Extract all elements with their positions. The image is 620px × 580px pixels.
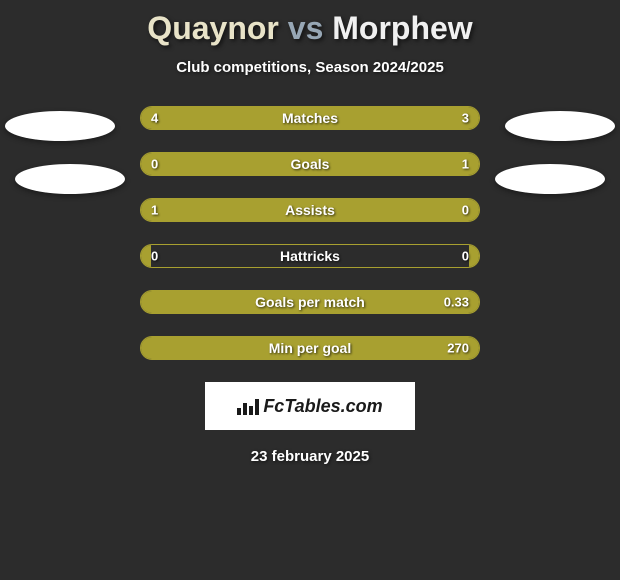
bar-fill-right [209,153,479,175]
bar-fill-left [141,245,151,267]
player2-badge-placeholder-2 [495,164,605,194]
bar-fill-right [334,107,479,129]
player2-badge-placeholder [505,111,615,141]
comparison-title: Quaynor vs Morphew [0,0,620,47]
bar-fill-left [141,199,411,221]
stat-label: Min per goal [269,340,351,356]
stat-value-left: 0 [151,249,158,264]
stat-value-right: 0 [462,249,469,264]
subtitle: Club competitions, Season 2024/2025 [0,59,620,76]
stat-row: Goals 0 1 [140,152,480,176]
bar-fill-right [469,245,479,267]
stat-value-left: 0 [151,157,158,172]
stat-row: Assists 1 0 [140,198,480,222]
player1-badge-placeholder [5,111,115,141]
player2-name: Morphew [332,10,472,46]
comparison-area: Matches43Goals01Assists10Hattricks00Goal… [0,106,620,360]
stat-value-right: 1 [462,157,469,172]
stat-row: Hattricks 0 0 [140,244,480,268]
vs-text: vs [288,10,324,46]
stat-label: Hattricks [280,248,340,264]
stat-value-right: 0.33 [444,295,469,310]
stat-label: Matches [282,110,338,126]
stat-bars: Matches43Goals01Assists10Hattricks00Goal… [140,106,480,360]
stat-label: Goals per match [255,294,365,310]
stat-row: Matches 4 3 [140,106,480,130]
date-footer: 23 february 2025 [0,448,620,465]
stat-value-right: 0 [462,203,469,218]
branding-text: FcTables.com [263,396,382,417]
player1-name: Quaynor [147,10,279,46]
stat-value-left: 4 [151,111,158,126]
stat-row: Min per goal 270 [140,336,480,360]
chart-icon [237,397,259,415]
bar-fill-left [141,291,259,313]
player1-badge-placeholder-2 [15,164,125,194]
stat-value-left: 1 [151,203,158,218]
stat-label: Assists [285,202,335,218]
stat-row: Goals per match 0.33 [140,290,480,314]
stat-value-right: 270 [447,341,469,356]
branding-box[interactable]: FcTables.com [205,382,415,430]
stat-value-right: 3 [462,111,469,126]
stat-label: Goals [291,156,330,172]
